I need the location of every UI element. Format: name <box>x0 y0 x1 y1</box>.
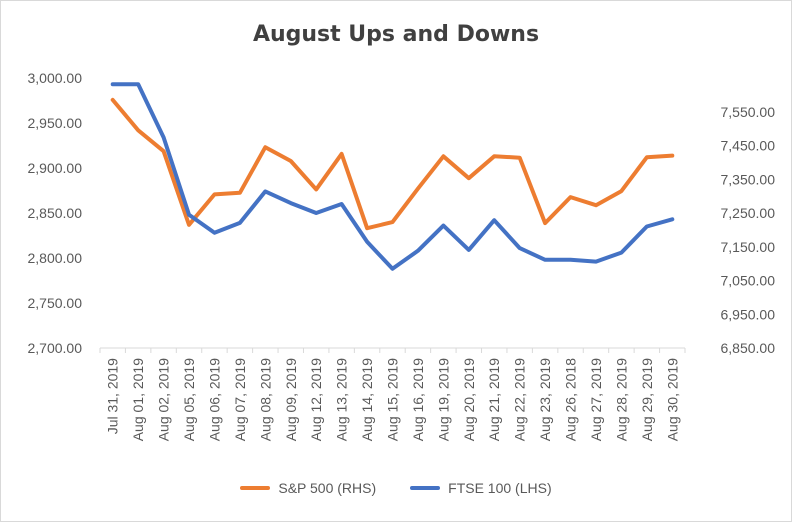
x-axis-tick-label: Aug 07, 2019 <box>232 358 248 442</box>
legend: S&P 500 (RHS) FTSE 100 (LHS) <box>0 480 792 496</box>
x-axis-tick-label: Aug 30, 2019 <box>664 358 680 442</box>
x-axis-tick-label: Aug 09, 2019 <box>283 358 299 442</box>
legend-label-ftse100: FTSE 100 (LHS) <box>448 480 552 496</box>
left-axis-tick-label: 2,850.00 <box>28 205 83 221</box>
x-axis-tick-label: Aug 02, 2019 <box>156 358 172 442</box>
x-axis-tick-label: Aug 15, 2019 <box>385 358 401 442</box>
x-axis-tick-label: Aug 27, 2019 <box>588 358 604 442</box>
left-axis-tick-label: 2,950.00 <box>28 115 83 131</box>
legend-item-ftse100: FTSE 100 (LHS) <box>410 480 552 496</box>
legend-label-sp500: S&P 500 (RHS) <box>278 480 377 496</box>
x-axis-tick-label: Aug 28, 2019 <box>613 358 629 442</box>
sp500-line <box>110 97 675 231</box>
x-axis-tick-label: Aug 22, 2019 <box>512 358 528 442</box>
x-axis-tick-label: Aug 14, 2019 <box>359 358 375 442</box>
right-axis-tick-label: 7,050.00 <box>721 273 776 289</box>
x-axis-tick-label: Aug 23, 2019 <box>537 358 553 442</box>
x-axis-tick-label: Aug 19, 2019 <box>435 358 451 442</box>
left-axis-tick-label: 2,750.00 <box>28 295 83 311</box>
right-axis-tick-label: 6,850.00 <box>721 340 776 356</box>
x-axis-tick-label: Aug 20, 2019 <box>461 358 477 442</box>
right-axis-tick-label: 7,150.00 <box>721 239 776 255</box>
right-axis-tick-label: 7,450.00 <box>721 138 776 154</box>
x-axis-tick-label: Aug 13, 2019 <box>334 358 350 442</box>
x-axis-tick-label: Aug 08, 2019 <box>257 358 273 442</box>
x-axis-tick-label: Aug 06, 2019 <box>206 358 222 442</box>
left-axis-tick-label: 3,000.00 <box>28 70 83 86</box>
x-axis-tick-label: Aug 05, 2019 <box>181 358 197 442</box>
x-axis-tick-label: Aug 16, 2019 <box>410 358 426 442</box>
x-axis-tick-label: Jul 31, 2019 <box>105 358 121 434</box>
legend-item-sp500: S&P 500 (RHS) <box>240 480 376 496</box>
legend-swatch-sp500 <box>240 486 271 490</box>
left-axis-tick-label: 2,800.00 <box>28 250 83 266</box>
x-axis-tick-label: Aug 01, 2019 <box>130 358 146 442</box>
right-axis-tick-label: 7,250.00 <box>721 205 776 221</box>
x-axis-tick-label: Aug 12, 2019 <box>308 358 324 442</box>
x-axis-tick-label: Aug 26, 2018 <box>563 358 579 442</box>
right-axis-tick-label: 7,550.00 <box>721 104 776 120</box>
x-axis-tick-label: Aug 21, 2019 <box>486 358 502 442</box>
left-axis-tick-label: 2,900.00 <box>28 160 83 176</box>
ftse100-line <box>110 82 675 271</box>
right-axis-tick-label: 7,350.00 <box>721 171 776 187</box>
x-axis-tick-label: Aug 29, 2019 <box>639 358 655 442</box>
chart-title: August Ups and Downs <box>252 22 540 47</box>
legend-swatch-ftse100 <box>410 486 441 490</box>
left-axis-tick-label: 2,700.00 <box>28 340 83 356</box>
right-axis-tick-label: 6,950.00 <box>721 306 776 322</box>
